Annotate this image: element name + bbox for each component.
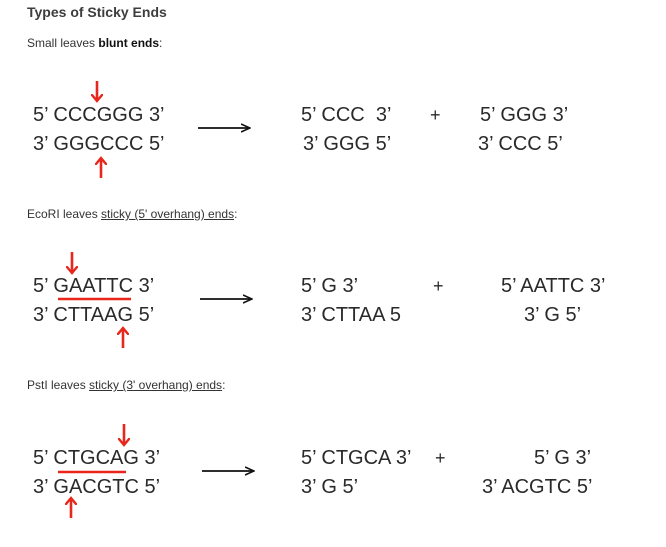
fragment-right-top: 5’ AATTC 3’ <box>501 275 606 297</box>
sequence-bottom-strand: 3’ GGGCCC 5’ <box>33 133 165 155</box>
fragment-left-top: 5’ CCC 3’ <box>301 104 392 126</box>
fragment-right-bottom: 3’ ACGTC 5’ <box>482 476 593 498</box>
term-3-overhang: sticky (3' overhang) ends <box>89 378 223 392</box>
fragment-left-bottom: 3’ CTTAA 5 <box>301 304 402 326</box>
plus-sign: + <box>435 448 446 468</box>
sequence-bottom-strand: 3’ CTTAAG 5’ <box>33 304 155 326</box>
caption-blunt: Small leaves blunt ends: <box>27 36 163 50</box>
fragment-left-top: 5’ CTGCA 3’ <box>301 447 412 469</box>
sequence-bottom-strand: 3’ GACGTC 5’ <box>33 476 161 498</box>
sequence-top-strand: 5’ GAATTC 3’ <box>33 275 155 297</box>
fragment-left-bottom: 3’ GGG 5’ <box>303 133 392 155</box>
fragment-right-top: 5’ G 3’ <box>534 447 592 469</box>
fragment-left-bottom: 3’ G 5’ <box>301 476 359 498</box>
sequence-top-strand: 5’ CCCGGG 3’ <box>33 104 165 126</box>
fragment-left-top: 5’ G 3’ <box>301 275 359 297</box>
fragment-right-top: 5’ GGG 3’ <box>480 104 569 126</box>
term-blunt-ends: blunt ends <box>98 36 160 50</box>
plus-sign: + <box>433 276 444 296</box>
fragment-right-bottom: 3’ G 5’ <box>524 304 582 326</box>
term-5-overhang: sticky (5' overhang) ends <box>101 207 235 221</box>
page-title: Types of Sticky Ends <box>27 4 167 20</box>
sequence-top-strand: 5’ CTGCAG 3’ <box>33 447 161 469</box>
plus-sign: + <box>430 105 441 125</box>
caption-psti: PstI leaves sticky (3' overhang) ends: <box>27 378 226 392</box>
fragment-right-bottom: 3’ CCC 5’ <box>478 133 563 155</box>
caption-ecori: EcoRI leaves sticky (5' overhang) ends: <box>27 207 238 221</box>
